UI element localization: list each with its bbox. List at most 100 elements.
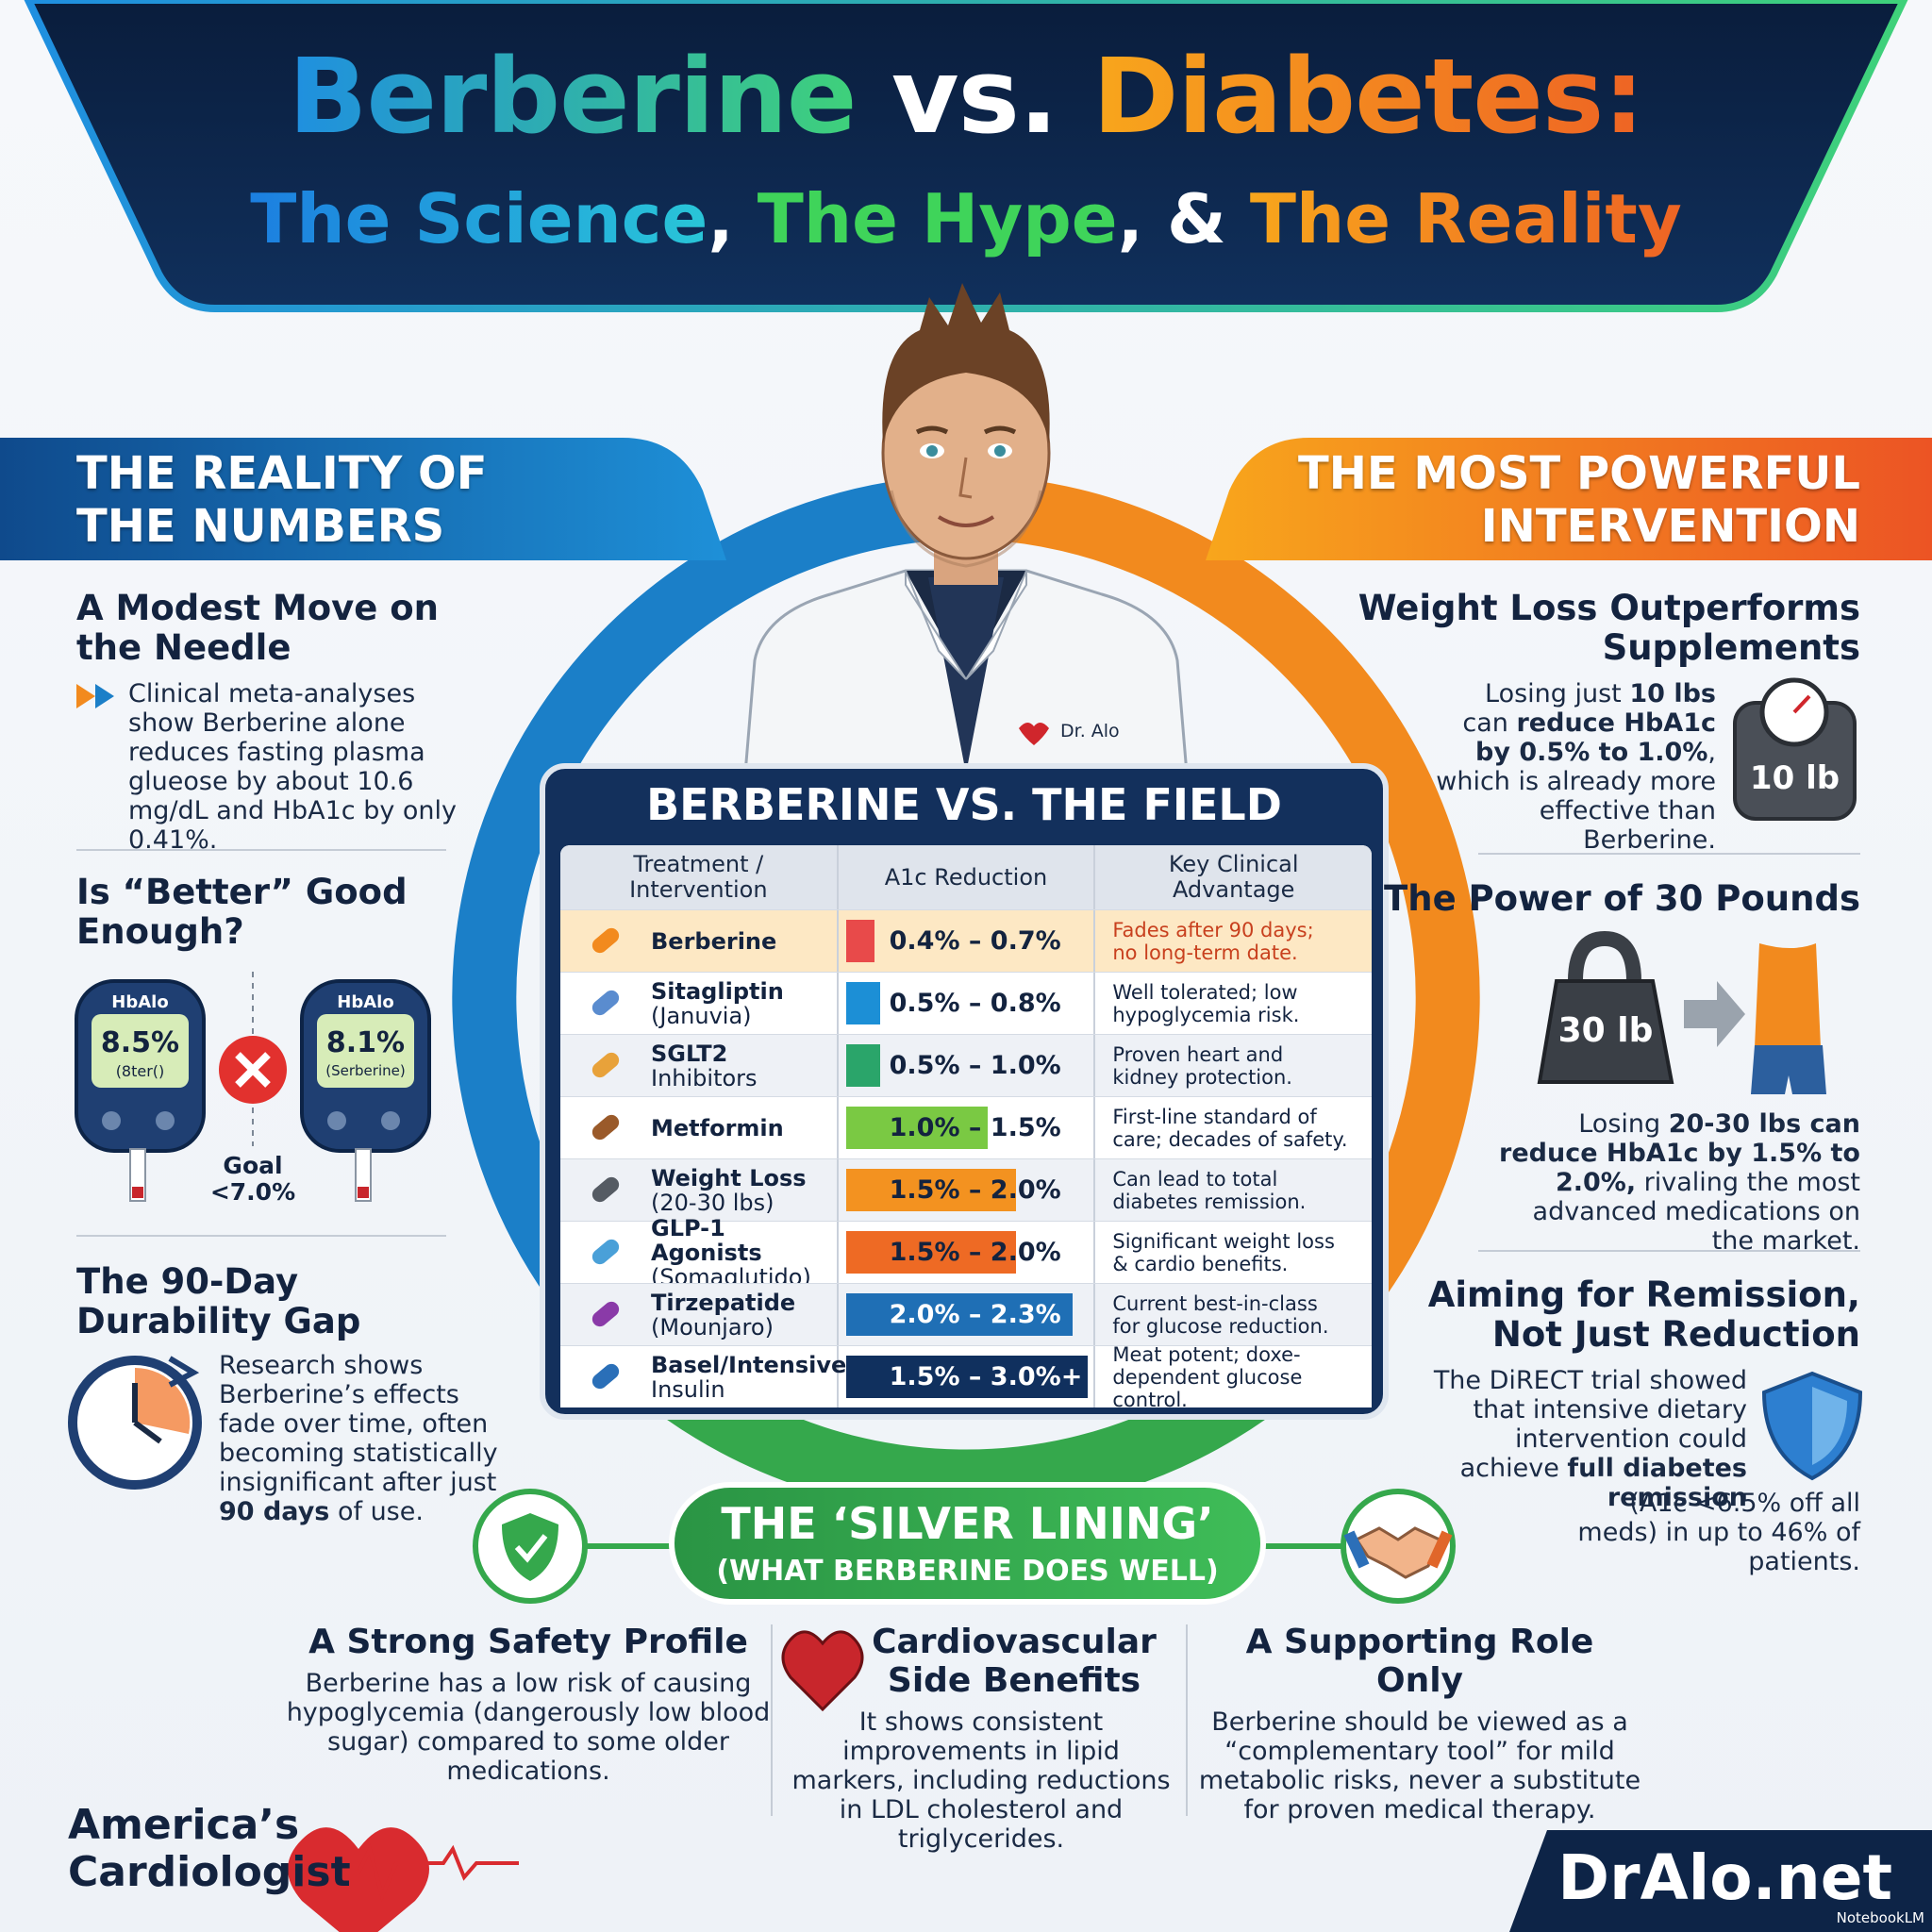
advantage-line: Well tolerated; low [1112,980,1298,1004]
decoration [1019,722,1049,745]
row-icon [591,1176,620,1203]
decoration [1343,1530,1370,1569]
text-line: THE REALITY OF [76,447,488,500]
site-box [1509,1830,1932,1932]
text-line: Aiming for Remission, [1427,1274,1860,1315]
title-part: Diabetes: [1092,36,1644,157]
cell: Sitagliptin (Januvia) [560,973,839,1034]
text-line: The 90-Day [76,1261,299,1302]
text-line: Durability Gap [76,1301,361,1341]
cell: 1.5% – 2.0% [839,1159,1096,1221]
treatment-name: Sitagliptin [651,977,784,1005]
arrow-icon [76,684,95,708]
text-line: Not Just Reduction [1491,1314,1860,1355]
row-icon [591,1052,620,1078]
cell: Significant weight loss & cardio benefits… [1095,1222,1372,1283]
text-segment: The DiRECT trial showed that intensive d… [1433,1366,1747,1483]
cell: Meat potent; doxe-dependent glucose cont… [1095,1342,1372,1411]
cell: 2.0% – 2.3% [839,1284,1096,1345]
cell: Berberine [560,910,839,972]
decoration [1751,1045,1826,1094]
text-line: A Strong Safety Profile [308,1623,748,1661]
treatment: Sitagliptin (Januvia) [651,973,784,1034]
decoration [132,1383,162,1444]
decoration [591,1301,620,1327]
glucometer [75,979,206,1202]
text-line: A Modest Move on [76,588,440,628]
reduction: 0.4% – 0.7% [889,926,1061,956]
reduction-bar [845,1169,1016,1211]
meter-caption: (8ter() [115,1062,165,1080]
decoration [132,1187,143,1198]
decoration [1755,943,1821,1047]
advantage-line: Meat potent; doxe- [1112,1342,1301,1366]
cell: Fades after 90 days; no long-term date. [1095,910,1372,972]
decoration [965,570,1027,680]
advantage: Meat potent; doxe-dependent glucose cont… [1112,1342,1372,1411]
benefit-title: A Supporting Role Only [1198,1623,1641,1700]
cell: Basel/Intensive Insulin [560,1346,846,1407]
decoration [994,445,1006,457]
section-body: Losing just 10 lbs can reduce HbA1c by 0… [1436,679,1716,855]
text-line: Side Benefits [887,1661,1141,1700]
column-header: A1c Reduction [839,845,1096,909]
section-title: Is “Better” Good Enough? [76,873,408,952]
section-body: Losing 20-30 lbs can reduce HbA1c by 1.5… [1492,1109,1860,1256]
reduction: 1.0% – 1.5% [889,1113,1061,1142]
meter-caption: (Serberine) [325,1062,406,1079]
row-icon [591,1301,620,1327]
text-line: Cardiovascular [872,1623,1157,1661]
reduction: 0.5% – 1.0% [889,1051,1061,1080]
decoration [937,515,995,527]
benefit-body: It shows consistent improvements in lipi… [791,1707,1171,1854]
treatment-name: SGLT2 [651,1040,728,1067]
cell: Can lead to total diabetes remission. [1095,1159,1372,1221]
treatment-name: Berberine [651,927,777,955]
column-header: Treatment / Intervention [560,845,839,909]
table-header: Treatment / Intervention A1c Reduction Key … [560,845,1372,909]
subtitle-part: The Science [250,179,708,258]
brand: America’s Cardiologist [68,1802,351,1896]
table-title: BERBERINE VS. THE FIELD [646,779,1282,830]
goal: Goal <7.0% [196,1153,309,1206]
row-icon [591,1114,620,1141]
table-row: SGLT2 Inhibitors 0.5% – 1.0% Proven heart a… [560,1034,1372,1096]
glucometer [300,979,431,1202]
advantage-line: Can lead to total [1112,1167,1278,1191]
text-line: Weight Loss Outperforms [1357,588,1860,628]
cell: Proven heart and kidney protection. [1095,1035,1372,1096]
reduction: 1.5% – 2.0% [889,1238,1061,1267]
row-icon [591,1363,620,1390]
advantage-line: Proven heart and [1112,1042,1284,1066]
cell: Weight Loss (20-30 lbs) [560,1159,839,1221]
decoration [95,684,114,708]
table-row: Berberine 0.4% – 0.7% Fades after 90 days;… [560,909,1372,972]
reduction: 2.0% – 2.3% [889,1300,1061,1329]
text-line: THE MOST POWERFUL [1297,447,1860,500]
decoration [1812,1387,1847,1465]
decoration [327,1111,346,1130]
benefit-title: A Strong Safety Profile [283,1623,774,1661]
treatment-name: Weight Loss [651,1164,807,1191]
decoration [514,1534,548,1563]
cell: 1.0% – 1.5% [839,1097,1096,1158]
text-segment: 10 lbs [1629,679,1716,708]
cell: Well tolerated; low hypoglycemia risk. [1095,973,1372,1034]
decoration [591,927,620,954]
section-body: The DiRECT trial showed that intensive d… [1415,1366,1747,1512]
decoration [358,1187,369,1198]
decoration [381,1111,400,1130]
left-heading: THE REALITY OF THE NUMBERS [76,447,488,553]
treatment-name: Tirzepatide [651,1289,796,1316]
header-line: Intervention [629,876,768,903]
scale-label: 10 lb [1749,759,1840,797]
decoration [1568,930,1641,982]
cell: Metformin [560,1097,839,1158]
cell: 0.5% – 1.0% [839,1035,1096,1096]
decoration [958,457,973,499]
advantage-line: for glucose reduction. [1112,1314,1329,1338]
decoration [591,1363,620,1390]
advantage-line: hypoglycemia risk. [1112,1003,1300,1026]
advantage-line: First-line standard of [1112,1105,1317,1128]
benefit-item: Cardiovascular Side Benefits It shows cons… [783,1623,1179,1854]
